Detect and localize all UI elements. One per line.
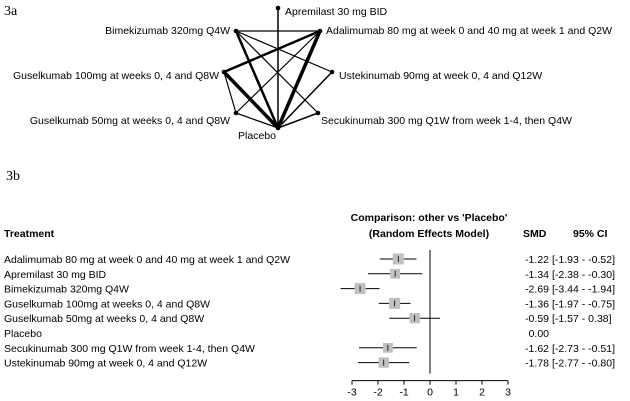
network-edge-placebo-guselkumab100 bbox=[222, 70, 280, 130]
smd-header: SMD bbox=[523, 228, 547, 240]
network-node-label-apremilast: Apremilast 30 mg BID bbox=[285, 6, 388, 18]
row-smd-value: -1.78 bbox=[525, 358, 549, 370]
network-node-label-placebo: Placebo bbox=[238, 130, 276, 142]
row-smd-value: -1.36 bbox=[525, 298, 549, 310]
row-ci-value: [-3.44 - -1.94] bbox=[552, 284, 615, 296]
row-smd-value: -1.34 bbox=[525, 269, 549, 281]
x-axis-tick-label: 2 bbox=[479, 387, 485, 399]
x-axis-tick-label: -2 bbox=[373, 387, 382, 399]
row-ci-value: [-2.77 - -0.80] bbox=[552, 358, 615, 370]
network-node-label-bimekizumab: Bimekizumab 320mg Q4W bbox=[105, 25, 230, 37]
row-ci-value: [-2.38 - -0.30] bbox=[552, 269, 615, 281]
network-node-label-ustekinumab: Ustekinumab 90mg at week 0, 4 and Q12W bbox=[339, 70, 542, 82]
x-axis-tick-label: 1 bbox=[453, 387, 459, 399]
forest-header: Treatment Comparison: other vs 'Placebo'… bbox=[4, 212, 608, 240]
comparison-header: Comparison: other vs 'Placebo' bbox=[351, 212, 508, 224]
row-ci-value: [-1.93 - -0.52] bbox=[552, 254, 615, 266]
network-edge-bimekizumab-ustekinumab bbox=[235, 30, 333, 73]
x-axis-tick-label: -1 bbox=[399, 387, 408, 399]
row-treatment-label: Secukinumab 300 mg Q1W from week 1-4, th… bbox=[4, 343, 255, 355]
panel-a-label: 3a bbox=[4, 4, 18, 19]
row-smd-value: 0.00 bbox=[529, 328, 550, 340]
network-node-guselkumab100 bbox=[221, 69, 227, 75]
network-node-label-adalimumab: Adalimumab 80 mg at week 0 and 40 mg at … bbox=[326, 25, 612, 37]
network-edge-placebo-guselkumab50 bbox=[235, 112, 279, 129]
row-treatment-label: Apremilast 30 mg BID bbox=[4, 269, 107, 281]
network-node-bimekizumab bbox=[233, 28, 239, 34]
forest-plot: Adalimumab 80 mg at week 0 and 40 mg at … bbox=[4, 250, 615, 399]
treatment-header: Treatment bbox=[4, 228, 55, 240]
row-smd-value: -1.22 bbox=[525, 254, 549, 266]
row-smd-value: -1.62 bbox=[525, 343, 549, 355]
network-node-secukinumab bbox=[315, 110, 321, 116]
x-axis-tick-label: 3 bbox=[505, 387, 511, 399]
row-treatment-label: Adalimumab 80 mg at week 0 and 40 mg at … bbox=[4, 254, 290, 266]
row-treatment-label: Guselkumab 100mg at weeks 0, 4 and Q8W bbox=[4, 298, 210, 310]
network-edge-guselkumab50-adalimumab bbox=[235, 30, 321, 114]
row-ci-value: [-1.97 - -0.75] bbox=[552, 298, 615, 310]
network-edge-placebo-secukinumab bbox=[277, 112, 319, 129]
panel-b-label: 3b bbox=[6, 169, 20, 184]
x-axis-tick-label: 0 bbox=[427, 387, 433, 399]
row-treatment-label: Ustekinumab 90mg at week 0, 4 and Q12W bbox=[4, 358, 207, 370]
network-node-label-guselkumab100: Guselkumab 100mg at weeks 0, 4 and Q8W bbox=[13, 70, 219, 82]
network-edge-guselkumab100-guselkumab50 bbox=[223, 71, 237, 114]
network-graph: Apremilast 30 mg BID Adalimumab 80 mg at … bbox=[13, 5, 612, 142]
row-ci-value: [-2.73 - -0.51] bbox=[552, 343, 615, 355]
row-treatment-label: Placebo bbox=[4, 328, 42, 340]
model-header: (Random Effects Model) bbox=[369, 228, 489, 240]
row-smd-value: -2.69 bbox=[525, 284, 549, 296]
network-node-guselkumab50 bbox=[233, 110, 239, 116]
network-node-adalimumab bbox=[317, 28, 323, 34]
ci-header: 95% CI bbox=[573, 228, 608, 240]
network-edge-placebo-bimekizumab bbox=[234, 30, 280, 129]
network-node-placebo bbox=[275, 125, 281, 131]
row-treatment-label: Guselkumab 50mg at weeks 0, 4 and Q8W bbox=[4, 313, 204, 325]
x-axis-tick-label: -3 bbox=[347, 387, 356, 399]
network-edge-placebo-adalimumab bbox=[276, 30, 322, 129]
network-node-ustekinumab bbox=[329, 69, 335, 75]
row-smd-value: -0.59 bbox=[525, 313, 549, 325]
row-treatment-label: Bimekizumab 320mg Q4W bbox=[4, 284, 129, 296]
network-node-label-secukinumab: Secukinumab 300 mg Q1W from week 1-4, th… bbox=[321, 115, 572, 127]
network-node-apremilast bbox=[275, 5, 281, 11]
row-ci-value: [-1.57 - 0.38] bbox=[552, 313, 612, 325]
network-edge-bimekizumab-secukinumab bbox=[235, 30, 319, 114]
network-edge-guselkumab100-adalimumab bbox=[223, 29, 321, 74]
network-node-label-guselkumab50: Guselkumab 50mg at weeks 0, 4 and Q8W bbox=[30, 115, 230, 127]
